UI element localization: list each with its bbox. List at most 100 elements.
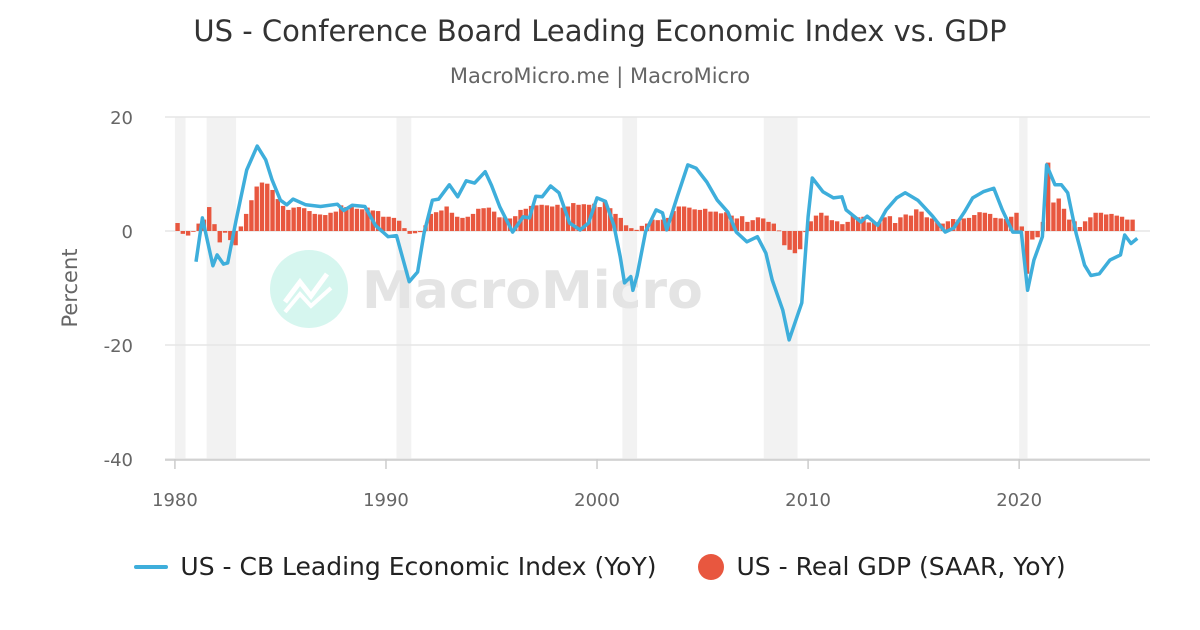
gdp-bar — [834, 221, 840, 231]
gdp-bar — [1061, 208, 1067, 231]
gdp-bar — [249, 200, 254, 231]
gdp-bar — [243, 213, 249, 231]
chart-title: US - Conference Board Leading Economic I… — [193, 14, 1007, 48]
gdp-bar — [228, 231, 233, 241]
gdp-bar — [671, 211, 676, 231]
gdp-bar — [977, 212, 982, 231]
gdp-bar — [544, 205, 550, 231]
gdp-bar — [914, 209, 919, 231]
gdp-bar — [618, 217, 623, 231]
gdp-bar — [1104, 214, 1109, 231]
gdp-bar — [998, 218, 1003, 231]
gdp-bar — [961, 218, 966, 231]
gdp-bar — [950, 219, 956, 231]
gdp-bar — [824, 215, 829, 231]
gdp-bar — [455, 216, 460, 231]
gdp-bar — [1114, 215, 1119, 231]
gdp-bar — [412, 231, 418, 234]
gdp-bar — [191, 231, 196, 232]
gdp-bar — [903, 214, 908, 231]
gdp-bar — [233, 231, 238, 246]
gdp-bar — [386, 216, 391, 231]
gdp-bar — [1056, 198, 1061, 231]
gdp-bar — [523, 208, 529, 231]
x-tick-label: 1980 — [152, 490, 198, 511]
gdp-bar — [782, 231, 787, 246]
gdp-bar — [581, 204, 587, 231]
recession-band — [174, 117, 186, 459]
gdp-bar — [898, 217, 903, 231]
gdp-bar — [497, 217, 502, 231]
gdp-bar — [502, 217, 507, 231]
legend-item-lei[interactable]: US - CB Leading Economic Index (YoY) — [134, 552, 656, 581]
gdp-bar — [513, 216, 518, 231]
legend: US - CB Leading Economic Index (YoY) US … — [0, 552, 1200, 581]
gdp-bar — [365, 207, 370, 231]
gdp-bar — [660, 219, 666, 231]
gdp-bar — [734, 218, 740, 231]
gdp-bar — [254, 186, 259, 231]
gdp-bar — [212, 224, 217, 231]
gdp-bar — [623, 225, 629, 231]
gdp-bar — [328, 212, 333, 231]
gdp-bar — [750, 220, 755, 231]
legend-label: US - CB Leading Economic Index (YoY) — [180, 552, 657, 581]
gdp-bar — [650, 219, 655, 231]
gdp-bar — [1119, 216, 1125, 231]
gdp-bar — [813, 215, 819, 231]
legend-item-gdp[interactable]: US - Real GDP (SAAR, YoY) — [698, 552, 1066, 581]
gdp-bar — [708, 211, 713, 231]
gdp-bar — [745, 221, 750, 231]
gdp-bar — [702, 208, 708, 231]
gdp-bar — [185, 231, 191, 236]
gdp-bar — [323, 215, 328, 231]
gdp-bar — [1098, 212, 1104, 231]
gdp-bar — [238, 226, 244, 231]
gdp-bar — [877, 221, 882, 231]
gdp-bar — [713, 211, 718, 231]
gdp-bar — [1014, 212, 1019, 231]
gdp-bar — [866, 222, 871, 231]
gdp-bar — [402, 228, 407, 231]
gdp-bar — [771, 223, 776, 231]
gdp-bar — [270, 189, 275, 231]
gdp-bar — [982, 212, 988, 231]
gdp-bar — [655, 220, 660, 231]
gdp-bar — [1088, 217, 1093, 231]
gdp-bar — [307, 211, 312, 231]
gdp-bar — [945, 221, 951, 231]
gdp-bar — [787, 231, 792, 250]
gdp-bar — [560, 207, 565, 231]
gdp-bar — [349, 207, 354, 231]
gdp-bar — [956, 219, 961, 231]
gdp-bar — [486, 207, 492, 231]
gdp-bar — [555, 204, 560, 231]
gdp-bar — [439, 210, 444, 231]
gdp-bar — [360, 209, 365, 231]
gdp-bar — [924, 217, 930, 231]
gdp-bar — [1082, 221, 1088, 231]
gdp-bar — [861, 216, 866, 231]
gdp-bar — [987, 213, 993, 231]
gdp-bar — [217, 231, 222, 243]
legend-label: US - Real GDP (SAAR, YoY) — [736, 552, 1066, 581]
gdp-bar — [576, 204, 581, 231]
gdp-bar — [755, 217, 761, 231]
gdp-bar — [972, 215, 977, 231]
recession-band — [1019, 117, 1028, 459]
gdp-bar — [1030, 231, 1035, 240]
gdp-bar — [1009, 216, 1014, 231]
x-tick-label: 2000 — [574, 490, 620, 511]
gdp-bar — [275, 199, 281, 231]
gdp-bar — [1109, 213, 1114, 231]
gdp-bar — [196, 223, 201, 231]
gdp-bar — [449, 212, 455, 231]
gdp-bar — [1035, 231, 1040, 238]
recession-band — [396, 117, 412, 459]
gdp-bar — [681, 206, 687, 231]
gdp-bar — [534, 205, 539, 231]
dot-swatch-icon — [698, 553, 725, 580]
y-tick-label: 20 — [110, 108, 133, 129]
gdp-bar — [966, 217, 972, 231]
